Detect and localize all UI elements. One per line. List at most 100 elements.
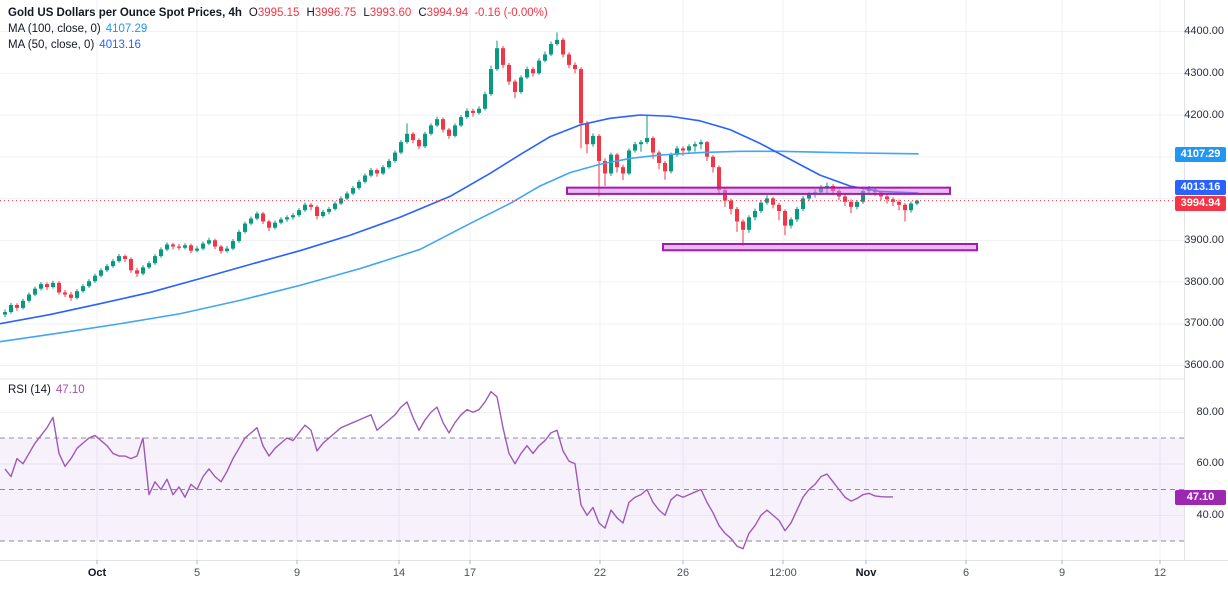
candle-body: [219, 246, 223, 252]
candle-body: [267, 221, 271, 228]
candle-body: [603, 160, 607, 174]
ma100-legend-row[interactable]: MA (100, close, 0) 4107.29: [8, 21, 548, 37]
candle-body: [639, 142, 643, 145]
candle-body: [159, 249, 163, 257]
candle-body: [249, 218, 253, 224]
candle-body: [261, 213, 265, 222]
candle-body: [729, 200, 733, 209]
candle-body: [735, 208, 739, 222]
candle-body: [99, 270, 103, 276]
candle-body: [477, 108, 481, 113]
candle-body: [45, 284, 49, 288]
last-price-badge: 3994.94: [1175, 196, 1226, 211]
open-value: 3995.15: [257, 7, 300, 19]
candle-body: [279, 219, 283, 223]
candle-body: [693, 144, 697, 147]
candle-body: [3, 312, 7, 315]
candle-body: [81, 286, 85, 292]
candle-body: [687, 146, 691, 151]
candle-body: [909, 203, 913, 211]
candle-body: [885, 196, 889, 200]
candle-body: [753, 211, 757, 218]
candle-body: [843, 196, 847, 202]
candle-body: [681, 148, 685, 151]
candle-body: [705, 142, 709, 157]
candle-body: [393, 152, 397, 161]
candle-body: [573, 64, 577, 70]
candle-body: [717, 167, 721, 191]
candle-body: [315, 206, 319, 217]
candle-body: [387, 160, 391, 168]
candle-body: [777, 204, 781, 212]
price-axis-label: 3800.00: [1184, 275, 1224, 288]
candle-body: [771, 198, 775, 205]
price-axis-label: 4200.00: [1184, 108, 1224, 121]
candle-body: [291, 215, 295, 218]
candle-body: [903, 204, 907, 211]
candle-body: [765, 198, 769, 203]
candle-body: [675, 148, 679, 155]
candle-body: [87, 281, 91, 287]
price-axis-label: 3600.00: [1184, 359, 1224, 371]
candle-body: [411, 133, 415, 141]
candle-body: [519, 77, 523, 93]
candle-body: [57, 282, 61, 293]
candle-body: [351, 188, 355, 194]
candle-body: [507, 64, 511, 82]
candle-body: [75, 291, 79, 298]
candle-body: [579, 69, 583, 124]
candle-body: [93, 275, 97, 282]
candle-body: [123, 256, 127, 260]
candle-body: [153, 256, 157, 264]
candle-body: [15, 304, 19, 308]
candle-body: [711, 156, 715, 168]
candle-body: [555, 39, 559, 45]
price-axis-label: 3900.00: [1184, 233, 1224, 246]
candle-body: [105, 266, 109, 271]
candle-body: [177, 246, 181, 248]
candle-body: [243, 223, 247, 232]
high-label: H: [306, 7, 315, 19]
candle-body: [495, 48, 499, 70]
price-axis-label: 3700.00: [1184, 317, 1224, 330]
rsi-legend-row[interactable]: RSI (14) 47.10: [8, 384, 85, 396]
chart-legend[interactable]: Gold US Dollars per Ounce Spot Prices, 4…: [8, 5, 548, 53]
open-label: O: [248, 7, 258, 19]
candle-body: [861, 190, 865, 202]
candle-body: [741, 221, 745, 230]
candle-body: [795, 208, 799, 220]
close-value: 3994.94: [426, 7, 469, 19]
close-label: C: [418, 7, 427, 19]
candle-body: [699, 142, 703, 145]
candle-body: [183, 245, 187, 248]
change-value: -0.16 (-0.00%): [474, 7, 548, 19]
time-scale[interactable]: [0, 560, 1228, 589]
candle-body: [915, 200, 919, 204]
rsi-value: 47.10: [55, 384, 85, 396]
candle-body: [669, 154, 673, 172]
symbol-title-row[interactable]: Gold US Dollars per Ounce Spot Prices, 4…: [8, 5, 548, 21]
candle-body: [429, 125, 433, 134]
ma50-legend-row[interactable]: MA (50, close, 0) 4013.16: [8, 37, 548, 53]
candle-body: [405, 133, 409, 143]
candle-body: [459, 117, 463, 126]
candle-body: [171, 244, 175, 247]
ma100-value: 4107.29: [105, 23, 148, 35]
symbol-title: Gold US Dollars per Ounce Spot Prices, 4…: [8, 7, 242, 19]
time-axis-label: 14: [392, 567, 406, 579]
candle-body: [21, 300, 25, 308]
low-label: L: [363, 7, 370, 19]
time-axis-label: 6: [962, 567, 970, 579]
time-axis-label: 22: [593, 567, 607, 579]
candle-body: [195, 248, 199, 251]
candle-body: [441, 119, 445, 130]
candle-body: [165, 244, 169, 250]
ma50-badge: 4013.16: [1175, 180, 1226, 195]
candle-body: [255, 213, 259, 219]
candle-body: [231, 241, 235, 249]
candle-body: [723, 190, 727, 201]
candle-body: [807, 194, 811, 199]
candle-body: [27, 294, 31, 301]
